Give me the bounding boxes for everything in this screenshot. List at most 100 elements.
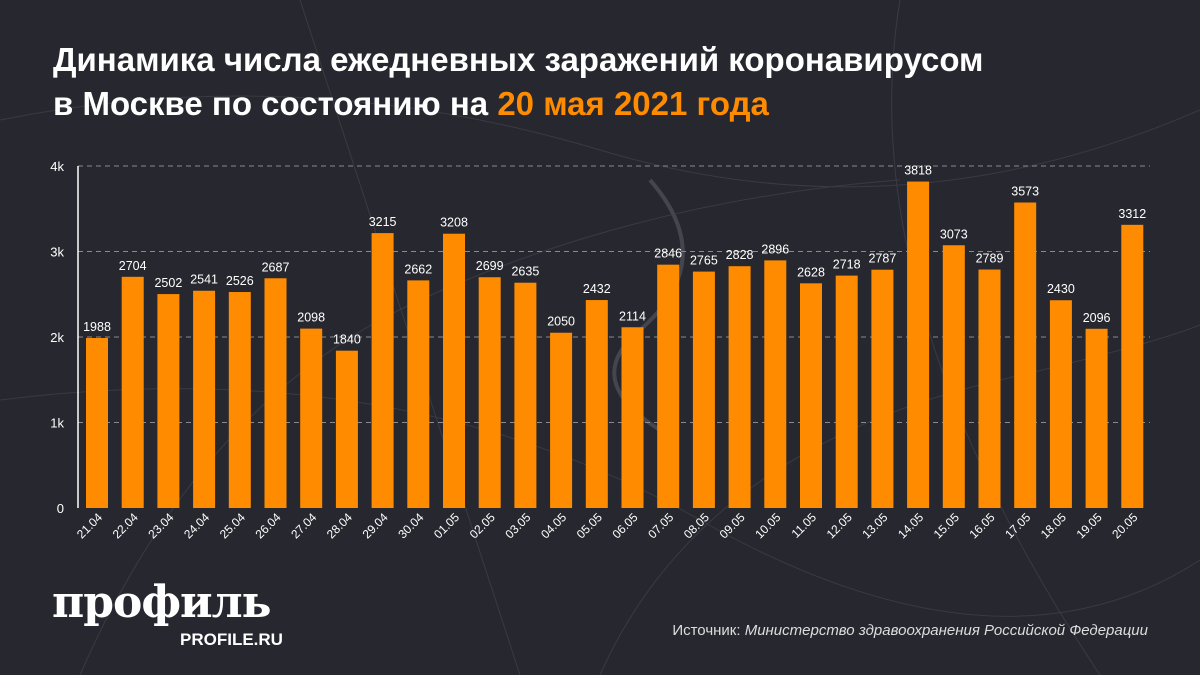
x-tick-label: 14.05 [895, 510, 926, 541]
data-label: 2687 [262, 260, 290, 274]
x-tick-label: 19.05 [1074, 510, 1105, 541]
x-tick-label: 08.05 [681, 510, 712, 541]
data-label: 2896 [761, 242, 789, 256]
x-tick-label: 13.05 [859, 510, 890, 541]
data-label: 3312 [1118, 207, 1146, 221]
y-tick-label: 0 [57, 501, 64, 516]
bar [728, 266, 751, 508]
data-label: 2828 [726, 248, 754, 262]
source-note: Источник: Министерство здравоохранения Р… [672, 622, 1148, 639]
logo-wordmark: профиль [52, 577, 272, 628]
bar [800, 283, 822, 508]
bar [1121, 224, 1144, 508]
bar [942, 245, 965, 509]
chart-title: Динамика числа ежедневных заражений коро… [53, 41, 984, 122]
data-label: 2789 [976, 252, 1004, 266]
bar [621, 327, 644, 508]
bar [1014, 202, 1037, 509]
x-tick-label: 20.05 [1109, 510, 1140, 541]
data-label: 2502 [154, 276, 182, 290]
x-tick-label: 28.04 [324, 510, 355, 541]
x-tick-label: 09.05 [717, 510, 748, 541]
data-label: 1988 [83, 320, 111, 334]
data-label: 2635 [511, 265, 539, 279]
data-label: 2718 [833, 258, 861, 272]
bar [692, 271, 715, 508]
data-label: 3208 [440, 216, 468, 230]
data-label: 2846 [654, 247, 682, 261]
bar [1049, 300, 1072, 508]
x-tick-label: 01.05 [431, 510, 462, 541]
y-tick-label: 3k [50, 245, 64, 260]
data-label: 3215 [369, 215, 397, 229]
data-label: 3573 [1011, 185, 1039, 199]
x-tick-label: 30.04 [395, 510, 426, 541]
bar [228, 292, 251, 508]
bar [514, 282, 537, 508]
data-label: 3818 [904, 164, 932, 178]
data-label: 1840 [333, 333, 361, 347]
x-tick-label: 25.04 [217, 510, 248, 541]
x-tick-label: 23.04 [145, 510, 176, 541]
bar [550, 332, 573, 508]
x-tick-label: 11.05 [789, 510, 820, 541]
x-tick-label: 24.04 [181, 510, 212, 541]
bar [264, 278, 287, 508]
x-tick-label: 26.04 [252, 510, 283, 541]
x-tick-label: 07.05 [645, 510, 676, 541]
bar [478, 277, 501, 508]
data-label: 2526 [226, 274, 254, 288]
data-label: 2430 [1047, 282, 1075, 296]
y-tick-label: 4k [50, 159, 64, 174]
data-label: 2699 [476, 259, 504, 273]
y-tick-label: 1k [50, 416, 64, 431]
data-label: 3073 [940, 227, 968, 241]
bar [300, 328, 323, 508]
x-tick-label: 04.05 [538, 510, 569, 541]
x-tick-label: 27.04 [288, 510, 319, 541]
x-tick-label: 05.05 [574, 510, 605, 541]
bar [1085, 328, 1108, 508]
x-tick-label: 17.05 [1002, 510, 1033, 541]
data-label: 2787 [868, 252, 896, 266]
y-tick-label: 2k [50, 330, 64, 345]
x-tick-label: 21.04 [74, 510, 105, 541]
x-tick-label: 06.05 [609, 510, 640, 541]
bar [443, 233, 465, 508]
data-label: 2628 [797, 265, 825, 279]
x-tick-label: 22.04 [110, 510, 141, 541]
data-label: 2114 [619, 309, 646, 323]
x-tick-label: 10.05 [752, 510, 783, 541]
bar [371, 233, 394, 508]
data-label: 2704 [119, 259, 147, 273]
x-tick-label: 02.05 [467, 510, 498, 541]
data-label: 2096 [1083, 311, 1111, 325]
data-label: 2662 [404, 262, 432, 276]
bar [193, 290, 216, 508]
bar [335, 350, 358, 508]
data-label: 2765 [690, 254, 718, 268]
x-tick-label: 03.05 [502, 510, 533, 541]
x-tick-label: 29.04 [360, 510, 391, 541]
bar [907, 181, 930, 508]
data-label: 2432 [583, 282, 611, 296]
bar [835, 275, 858, 508]
bar [871, 269, 894, 508]
title-date-highlight: 20 мая 2021 года [497, 85, 769, 122]
bar [978, 269, 1001, 508]
data-label: 2050 [547, 315, 575, 329]
profile-logo: профиль PROFILE.RU [52, 580, 292, 652]
data-label: 2541 [190, 273, 218, 287]
bar [764, 260, 787, 508]
x-tick-label: 12.05 [824, 510, 855, 541]
bar [121, 276, 144, 508]
data-label: 2098 [297, 311, 325, 325]
bar [157, 294, 180, 508]
x-tick-label: 18.05 [1038, 510, 1069, 541]
bar [585, 300, 608, 508]
bar [657, 264, 680, 508]
x-tick-label: 16.05 [966, 510, 997, 541]
bar [86, 338, 108, 508]
logo-domain: PROFILE.RU [180, 630, 283, 649]
